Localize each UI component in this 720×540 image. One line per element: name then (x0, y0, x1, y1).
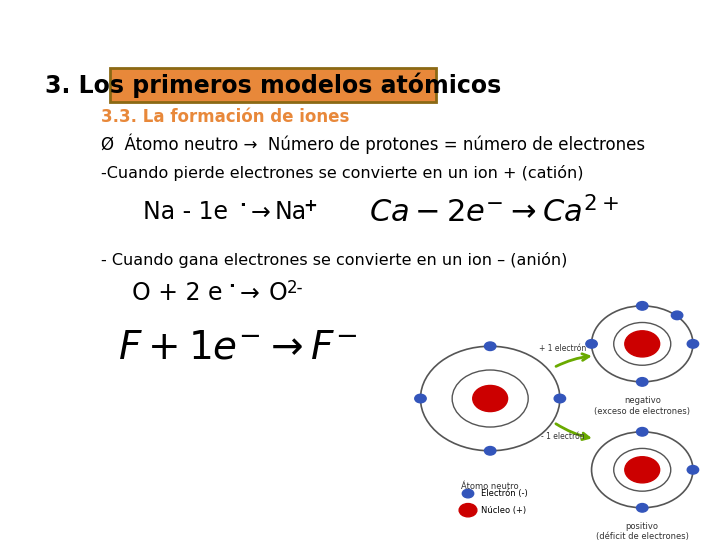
Text: O + 2 e: O + 2 e (132, 281, 222, 306)
Circle shape (636, 301, 648, 310)
Text: Na: Na (274, 200, 306, 225)
Circle shape (473, 386, 508, 411)
Circle shape (625, 457, 660, 483)
Circle shape (636, 503, 648, 512)
Circle shape (554, 394, 566, 403)
Text: O: O (269, 281, 287, 306)
Circle shape (462, 489, 474, 498)
Text: Na - 1e: Na - 1e (143, 200, 228, 225)
Text: 3. Los primeros modelos atómicos: 3. Los primeros modelos atómicos (45, 72, 501, 98)
Text: + 1 electrón: + 1 electrón (539, 344, 587, 353)
Circle shape (485, 447, 496, 455)
Circle shape (671, 311, 683, 320)
Text: ·: · (239, 197, 246, 215)
Circle shape (415, 394, 426, 403)
Text: -Cuando pierde electrones se convierte en un ion + (catión): -Cuando pierde electrones se convierte e… (101, 165, 584, 181)
Text: →: → (240, 281, 259, 306)
Text: - Cuando gana electrones se convierte en un ion – (anión): - Cuando gana electrones se convierte en… (101, 252, 567, 268)
Text: $F+1e^{-}\rightarrow F^{-}$: $F+1e^{-}\rightarrow F^{-}$ (118, 328, 357, 367)
Text: Ø  Átomo neutro →  Número de protones = número de electrones: Ø Átomo neutro → Número de protones = nú… (101, 133, 645, 154)
Circle shape (687, 340, 698, 348)
Text: Electrón (-): Electrón (-) (481, 489, 528, 498)
Circle shape (636, 377, 648, 386)
Circle shape (636, 428, 648, 436)
Text: →: → (251, 200, 271, 225)
Text: ·: · (228, 278, 235, 296)
Text: Átomo neutro: Átomo neutro (462, 482, 519, 491)
Circle shape (687, 465, 698, 474)
Circle shape (485, 342, 496, 350)
Circle shape (459, 503, 477, 517)
Text: Núcleo (+): Núcleo (+) (481, 505, 526, 515)
Text: positivo
(déficit de electrones): positivo (déficit de electrones) (596, 522, 688, 540)
Text: negativo
(exceso de electrones): negativo (exceso de electrones) (594, 396, 690, 416)
Text: - 1 electrón: - 1 electrón (541, 432, 585, 441)
Circle shape (625, 331, 660, 357)
Circle shape (586, 340, 598, 348)
Text: 3.3. La formación de iones: 3.3. La formación de iones (101, 109, 349, 126)
FancyBboxPatch shape (109, 68, 436, 102)
Text: +: + (303, 197, 317, 215)
Text: $Ca-2e^{-}\rightarrow Ca^{2+}$: $Ca-2e^{-}\rightarrow Ca^{2+}$ (369, 196, 619, 228)
Text: 2-: 2- (287, 279, 303, 297)
